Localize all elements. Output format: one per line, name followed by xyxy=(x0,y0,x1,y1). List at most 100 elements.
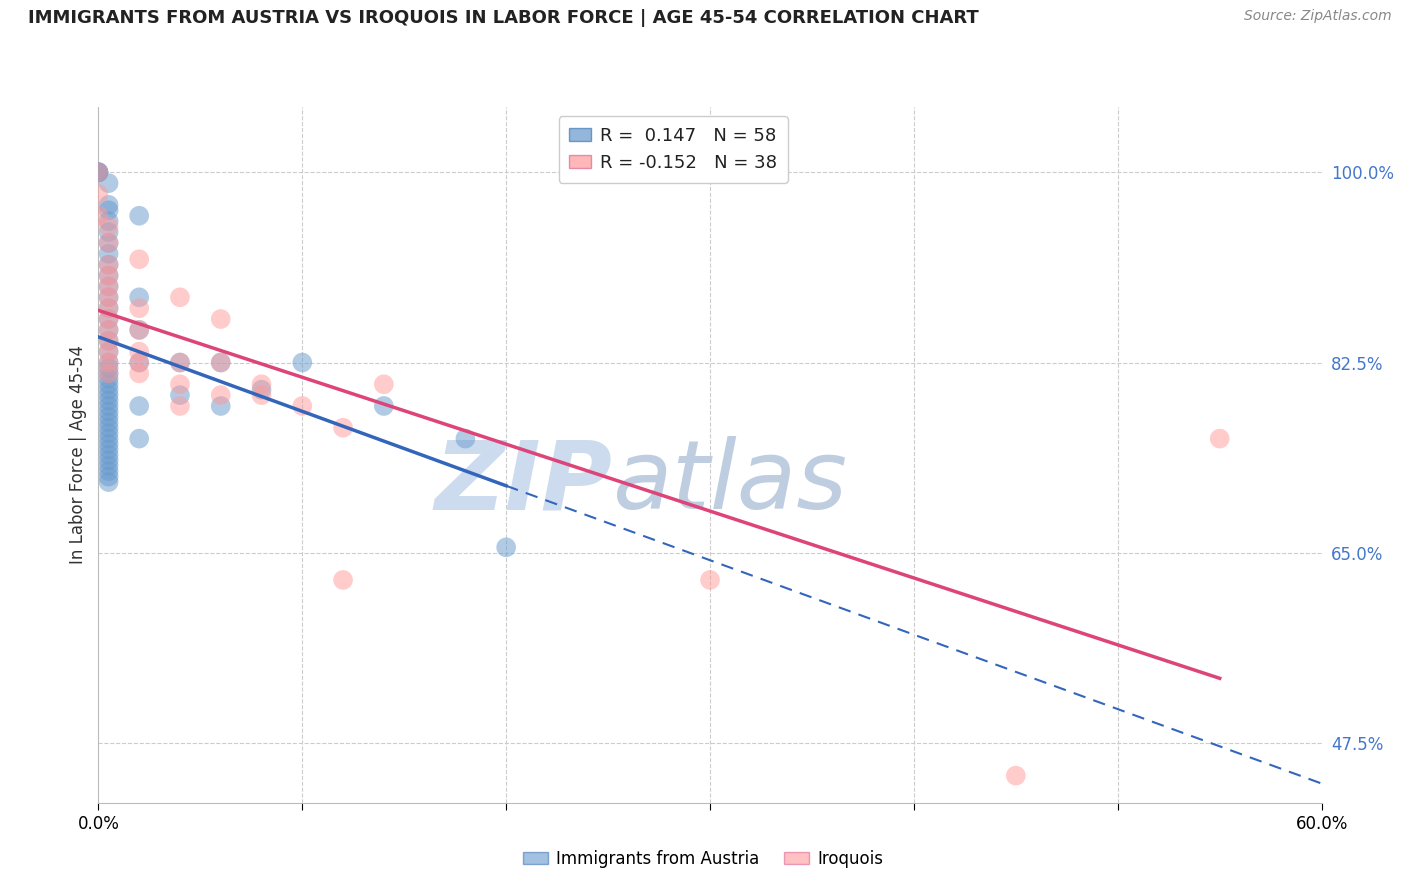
Point xyxy=(97,198,120,212)
Point xyxy=(97,464,120,478)
Point xyxy=(97,203,120,218)
Point xyxy=(699,573,721,587)
Point xyxy=(169,377,191,392)
Point xyxy=(209,355,232,369)
Point xyxy=(128,290,150,304)
Point xyxy=(97,334,120,348)
Point xyxy=(97,437,120,451)
Point xyxy=(97,214,120,228)
Point xyxy=(97,415,120,429)
Point xyxy=(169,388,191,402)
Point xyxy=(495,541,517,555)
Point xyxy=(97,421,120,435)
Point xyxy=(97,393,120,408)
Point xyxy=(97,334,120,348)
Point xyxy=(97,323,120,337)
Point xyxy=(373,399,395,413)
Point xyxy=(169,355,191,369)
Text: atlas: atlas xyxy=(612,436,848,529)
Point xyxy=(1209,432,1232,446)
Point xyxy=(97,176,120,190)
Point xyxy=(128,323,150,337)
Point xyxy=(97,475,120,489)
Point xyxy=(97,268,120,283)
Point xyxy=(332,421,354,435)
Point xyxy=(128,432,150,446)
Point xyxy=(454,432,477,446)
Point xyxy=(209,399,232,413)
Point xyxy=(97,301,120,315)
Point xyxy=(291,355,314,369)
Point xyxy=(97,290,120,304)
Point xyxy=(87,165,110,179)
Point xyxy=(97,383,120,397)
Y-axis label: In Labor Force | Age 45-54: In Labor Force | Age 45-54 xyxy=(69,345,87,565)
Point xyxy=(87,187,110,202)
Point xyxy=(87,165,110,179)
Point xyxy=(97,355,120,369)
Point xyxy=(97,344,120,359)
Point xyxy=(332,573,354,587)
Point xyxy=(128,252,150,267)
Point xyxy=(97,301,120,315)
Point xyxy=(97,448,120,462)
Point xyxy=(128,344,150,359)
Point xyxy=(209,312,232,326)
Point xyxy=(97,312,120,326)
Point xyxy=(87,165,110,179)
Point xyxy=(128,367,150,381)
Point xyxy=(97,258,120,272)
Point xyxy=(97,372,120,386)
Point xyxy=(87,165,110,179)
Point xyxy=(250,377,273,392)
Legend: R =  0.147   N = 58, R = -0.152   N = 38: R = 0.147 N = 58, R = -0.152 N = 38 xyxy=(558,116,787,183)
Point xyxy=(97,367,120,381)
Point xyxy=(97,258,120,272)
Point xyxy=(209,388,232,402)
Point xyxy=(87,165,110,179)
Point xyxy=(128,355,150,369)
Point xyxy=(97,247,120,261)
Point xyxy=(97,279,120,293)
Point xyxy=(128,209,150,223)
Point xyxy=(97,361,120,376)
Point xyxy=(128,301,150,315)
Point xyxy=(97,404,120,418)
Point xyxy=(169,399,191,413)
Point xyxy=(87,209,110,223)
Point xyxy=(128,323,150,337)
Point xyxy=(97,219,120,234)
Point xyxy=(128,355,150,369)
Point xyxy=(97,426,120,441)
Point xyxy=(97,344,120,359)
Point xyxy=(97,312,120,326)
Point xyxy=(97,225,120,239)
Point xyxy=(97,323,120,337)
Point xyxy=(1004,769,1026,783)
Point xyxy=(97,458,120,473)
Point xyxy=(97,355,120,369)
Point xyxy=(97,377,120,392)
Point xyxy=(97,399,120,413)
Point xyxy=(97,442,120,457)
Point xyxy=(169,290,191,304)
Point xyxy=(169,355,191,369)
Point xyxy=(128,399,150,413)
Text: ZIP: ZIP xyxy=(434,436,612,529)
Point xyxy=(97,367,120,381)
Text: Source: ZipAtlas.com: Source: ZipAtlas.com xyxy=(1244,9,1392,23)
Point xyxy=(97,409,120,424)
Point xyxy=(250,383,273,397)
Legend: Immigrants from Austria, Iroquois: Immigrants from Austria, Iroquois xyxy=(516,844,890,875)
Point xyxy=(97,388,120,402)
Point xyxy=(97,469,120,483)
Point xyxy=(291,399,314,413)
Point xyxy=(97,279,120,293)
Point xyxy=(97,290,120,304)
Point xyxy=(373,377,395,392)
Point xyxy=(209,355,232,369)
Point xyxy=(97,453,120,467)
Point xyxy=(97,235,120,250)
Text: IMMIGRANTS FROM AUSTRIA VS IROQUOIS IN LABOR FORCE | AGE 45-54 CORRELATION CHART: IMMIGRANTS FROM AUSTRIA VS IROQUOIS IN L… xyxy=(28,9,979,27)
Point xyxy=(97,268,120,283)
